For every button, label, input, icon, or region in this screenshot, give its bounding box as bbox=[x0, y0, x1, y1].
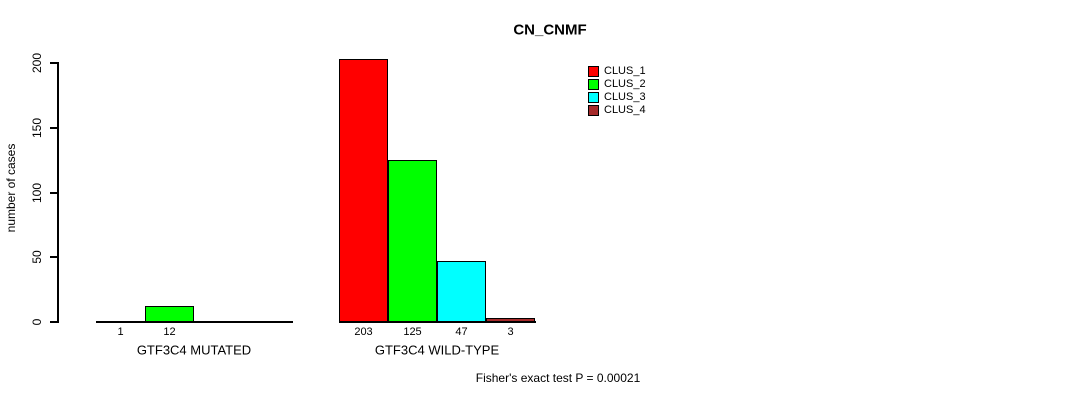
bar bbox=[388, 160, 437, 322]
y-tick bbox=[50, 256, 57, 259]
y-tick bbox=[50, 191, 57, 194]
y-tick-label: 50 bbox=[30, 250, 44, 264]
group-baseline bbox=[96, 320, 293, 323]
legend-swatch bbox=[588, 66, 599, 77]
legend-label: CLUS_1 bbox=[604, 65, 646, 77]
group-label: GTF3C4 WILD-TYPE bbox=[374, 342, 500, 358]
chart-title: CN_CNMF bbox=[513, 21, 587, 39]
legend-label: CLUS_3 bbox=[604, 91, 646, 103]
bar bbox=[96, 320, 145, 323]
y-axis-line bbox=[57, 62, 59, 323]
legend-swatch bbox=[588, 105, 599, 116]
bar-value-label: 203 bbox=[354, 326, 373, 338]
bar bbox=[437, 261, 486, 322]
bar-value-label: 3 bbox=[507, 326, 514, 338]
legend-label: CLUS_4 bbox=[604, 104, 646, 116]
y-tick-label: 0 bbox=[30, 318, 44, 326]
y-tick bbox=[50, 126, 57, 129]
legend-swatch bbox=[588, 79, 599, 90]
stat-annotation: Fisher's exact test P = 0.00021 bbox=[475, 371, 641, 385]
bar bbox=[486, 318, 535, 322]
y-tick-label: 150 bbox=[30, 117, 44, 138]
y-tick-label: 200 bbox=[30, 52, 44, 74]
bar bbox=[145, 306, 194, 322]
bar bbox=[339, 59, 388, 322]
bar-value-label: 1 bbox=[117, 326, 124, 338]
y-tick bbox=[50, 62, 57, 64]
y-tick bbox=[50, 321, 57, 323]
group-label: GTF3C4 MUTATED bbox=[136, 342, 252, 358]
bar-value-label: 12 bbox=[163, 326, 176, 338]
y-tick-label: 100 bbox=[30, 182, 44, 203]
legend-label: CLUS_2 bbox=[604, 78, 646, 90]
bar-value-label: 47 bbox=[455, 326, 468, 338]
legend-swatch bbox=[588, 92, 599, 103]
y-axis-title: number of cases bbox=[4, 143, 18, 233]
bar-value-label: 125 bbox=[403, 326, 422, 338]
